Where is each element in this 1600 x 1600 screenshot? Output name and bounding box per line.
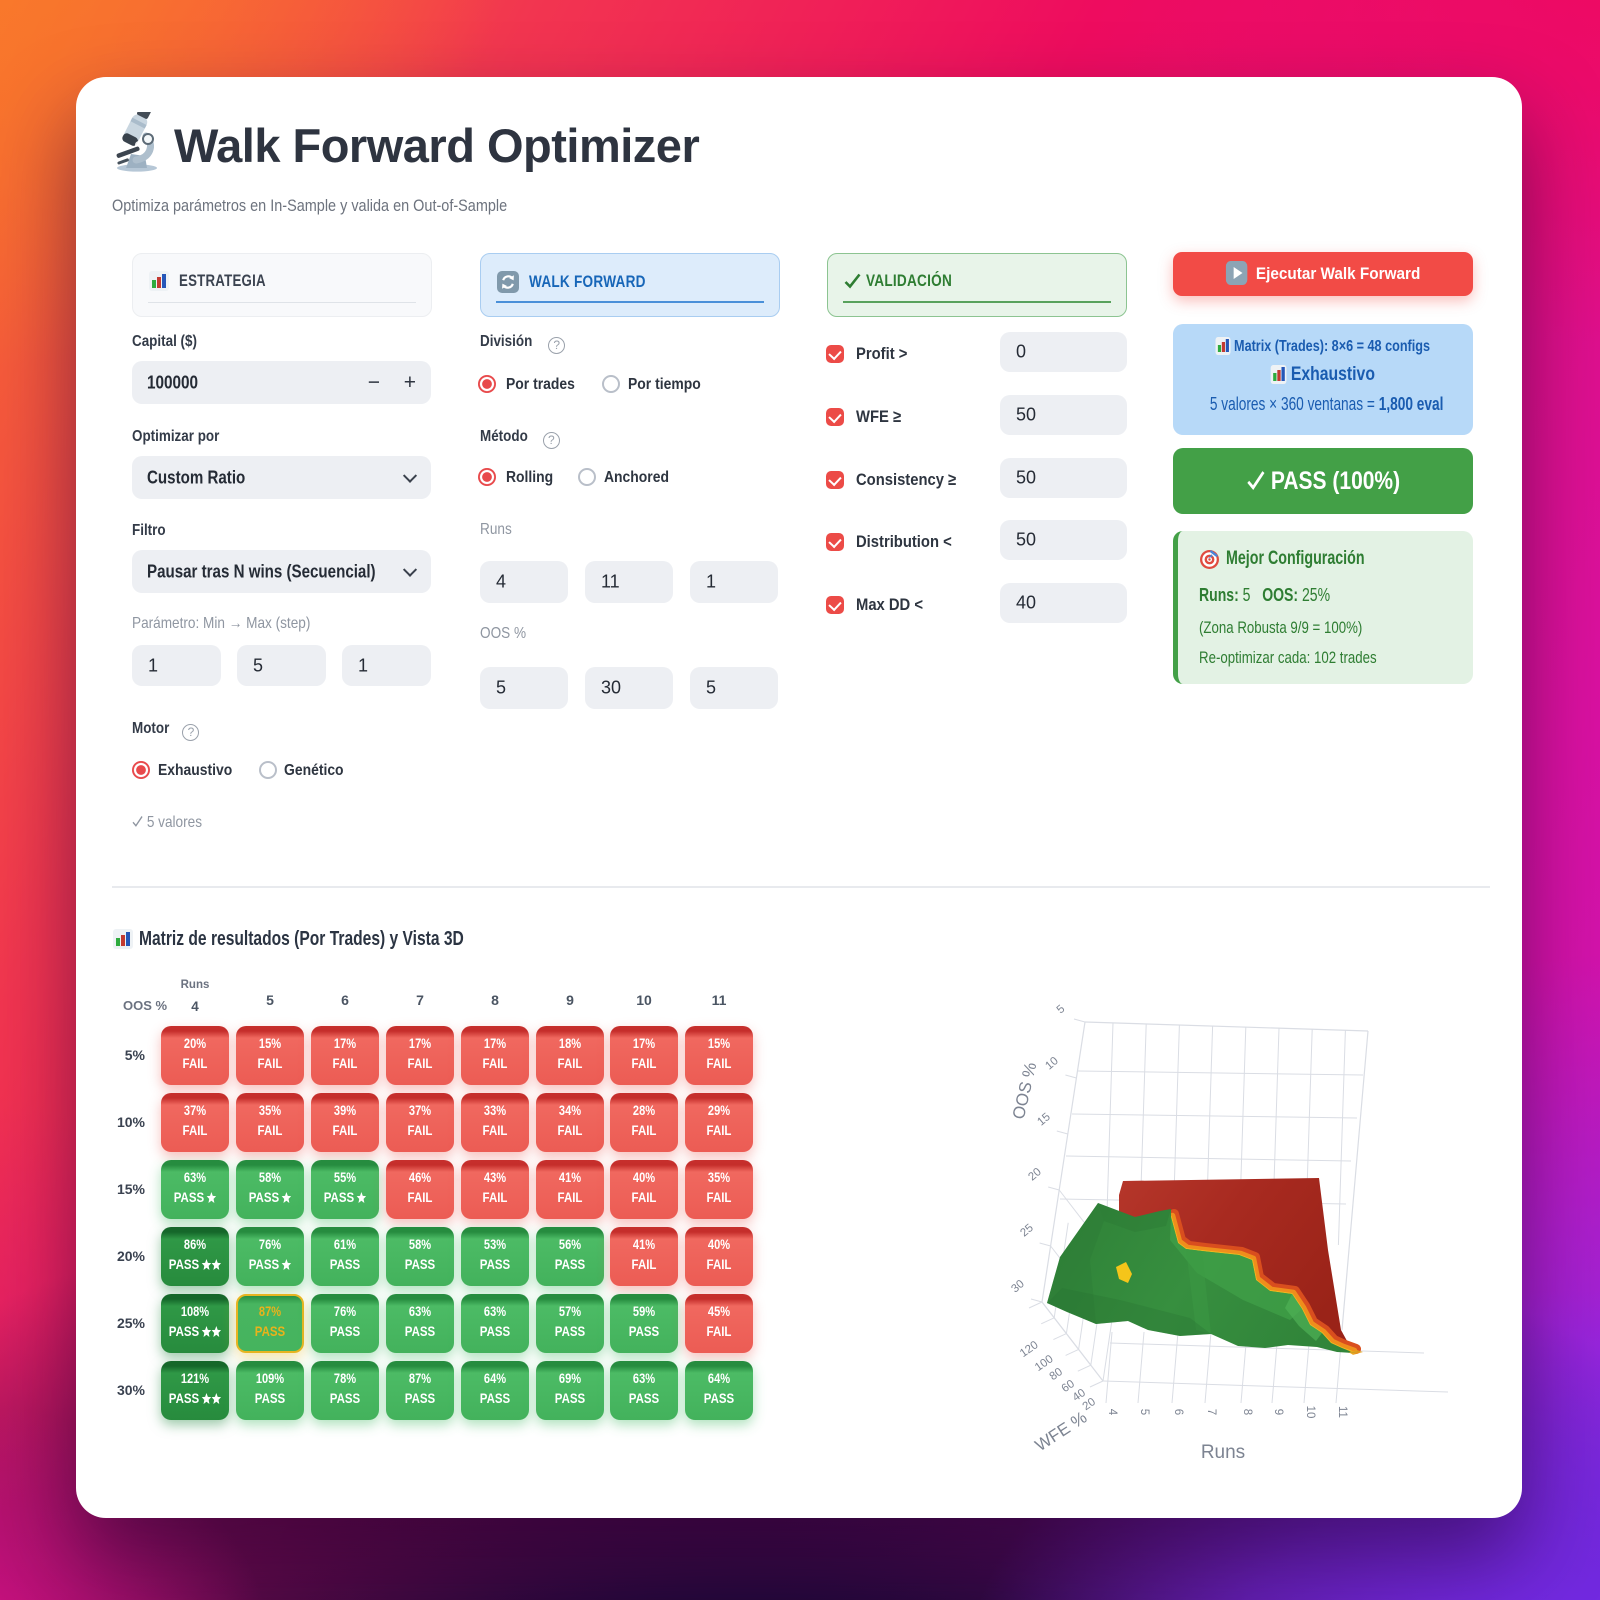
svg-text:120: 120	[1018, 1339, 1041, 1360]
svg-text:5: 5	[1138, 1409, 1150, 1415]
svg-text:15: 15	[1035, 1111, 1053, 1128]
svg-text:10: 10	[1304, 1406, 1316, 1419]
svg-text:10: 10	[1043, 1055, 1061, 1072]
svg-text:30: 30	[1009, 1278, 1027, 1295]
svg-text:5: 5	[1055, 1003, 1068, 1016]
svg-text:6: 6	[1172, 1409, 1184, 1415]
svg-text:7: 7	[1205, 1409, 1217, 1415]
svg-text:11: 11	[1336, 1406, 1348, 1418]
svg-text:4: 4	[1106, 1409, 1118, 1416]
svg-text:OOS %: OOS %	[1009, 1061, 1040, 1121]
svg-text:80: 80	[1048, 1366, 1065, 1383]
svg-text:9: 9	[1272, 1409, 1284, 1415]
svg-text:8: 8	[1241, 1409, 1253, 1415]
svg-text:Runs: Runs	[1201, 1442, 1245, 1463]
svg-text:25: 25	[1018, 1222, 1036, 1239]
svg-text:WFE %: WFE %	[1032, 1408, 1091, 1455]
svg-text:20: 20	[1026, 1166, 1044, 1183]
